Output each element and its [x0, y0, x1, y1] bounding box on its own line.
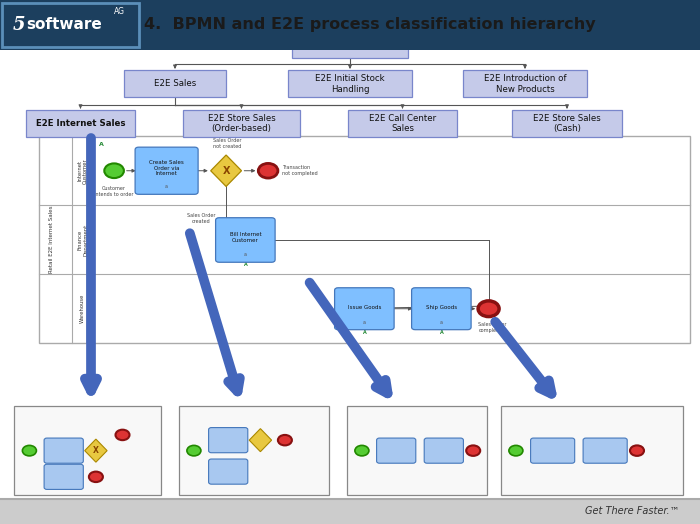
- FancyBboxPatch shape: [412, 288, 471, 330]
- FancyBboxPatch shape: [183, 110, 300, 137]
- FancyBboxPatch shape: [14, 406, 161, 495]
- FancyBboxPatch shape: [335, 288, 394, 330]
- Text: E2E Store Sales
(Cash): E2E Store Sales (Cash): [533, 114, 601, 134]
- FancyBboxPatch shape: [0, 0, 700, 50]
- Text: Get There Faster.™: Get There Faster.™: [584, 506, 679, 517]
- Circle shape: [22, 445, 36, 456]
- Polygon shape: [85, 439, 107, 462]
- FancyBboxPatch shape: [0, 499, 700, 524]
- Circle shape: [478, 301, 499, 316]
- Polygon shape: [211, 155, 241, 187]
- FancyBboxPatch shape: [44, 464, 83, 489]
- Text: software: software: [27, 17, 102, 32]
- Text: a: a: [440, 320, 443, 325]
- Circle shape: [466, 445, 480, 456]
- Circle shape: [104, 163, 124, 178]
- Circle shape: [116, 430, 130, 440]
- Circle shape: [630, 445, 644, 456]
- Text: A: A: [363, 330, 366, 335]
- Text: a: a: [244, 252, 247, 257]
- Text: X: X: [93, 446, 99, 455]
- FancyBboxPatch shape: [512, 110, 622, 137]
- FancyBboxPatch shape: [377, 438, 416, 463]
- Text: Create Sales
Order via
Internet: Create Sales Order via Internet: [149, 160, 184, 177]
- Text: AG: AG: [114, 7, 125, 16]
- Text: E2E Internet Sales: E2E Internet Sales: [36, 119, 125, 128]
- FancyBboxPatch shape: [135, 147, 198, 194]
- Text: Sales Order
not created: Sales Order not created: [214, 138, 242, 149]
- FancyBboxPatch shape: [178, 406, 329, 495]
- Text: Finance
Department: Finance Department: [77, 224, 88, 256]
- FancyBboxPatch shape: [209, 428, 248, 453]
- FancyBboxPatch shape: [124, 70, 226, 97]
- Text: E2E Scenarios: E2E Scenarios: [319, 40, 381, 49]
- Text: Retail E2E Internet Sales: Retail E2E Internet Sales: [49, 206, 55, 274]
- FancyBboxPatch shape: [288, 70, 412, 97]
- Text: E2E Sales: E2E Sales: [154, 79, 196, 89]
- Circle shape: [278, 435, 292, 445]
- FancyBboxPatch shape: [583, 438, 627, 463]
- FancyBboxPatch shape: [292, 31, 408, 58]
- Text: 4.  BPMN and E2E process classification hierarchy: 4. BPMN and E2E process classification h…: [144, 17, 595, 32]
- Text: E2E Store Sales
(Order-based): E2E Store Sales (Order-based): [208, 114, 275, 134]
- FancyBboxPatch shape: [500, 406, 682, 495]
- Circle shape: [89, 472, 103, 482]
- FancyBboxPatch shape: [531, 438, 575, 463]
- Text: Customer
intends to order: Customer intends to order: [94, 187, 134, 197]
- Circle shape: [509, 445, 523, 456]
- Text: Ship Goods: Ship Goods: [426, 304, 457, 310]
- FancyBboxPatch shape: [424, 438, 463, 463]
- Text: E2E Initial Stock
Handling: E2E Initial Stock Handling: [315, 74, 385, 94]
- Text: a: a: [165, 183, 168, 189]
- Circle shape: [187, 445, 201, 456]
- FancyBboxPatch shape: [26, 110, 135, 137]
- FancyBboxPatch shape: [209, 459, 248, 484]
- Text: A: A: [244, 263, 247, 267]
- FancyBboxPatch shape: [348, 110, 457, 137]
- Text: A: A: [99, 142, 104, 147]
- Polygon shape: [249, 429, 272, 452]
- Text: Issue Goods: Issue Goods: [348, 304, 381, 310]
- Text: Bill Internet
Customer: Bill Internet Customer: [230, 233, 261, 243]
- FancyBboxPatch shape: [44, 438, 83, 463]
- Text: Warehouse: Warehouse: [80, 294, 85, 323]
- FancyBboxPatch shape: [346, 406, 486, 495]
- Text: Transaction
not completed: Transaction not completed: [282, 166, 318, 176]
- Text: E2E Call Center
Sales: E2E Call Center Sales: [369, 114, 436, 134]
- Text: E2E Introduction of
New Products: E2E Introduction of New Products: [484, 74, 566, 94]
- FancyBboxPatch shape: [38, 136, 690, 343]
- Text: A: A: [440, 330, 443, 335]
- Text: 5: 5: [13, 16, 25, 34]
- Text: Sales Order
created: Sales Order created: [187, 213, 216, 224]
- Text: a: a: [363, 320, 366, 325]
- Circle shape: [355, 445, 369, 456]
- FancyBboxPatch shape: [216, 218, 275, 263]
- Circle shape: [258, 163, 278, 178]
- Text: A: A: [193, 185, 197, 191]
- Text: X: X: [223, 166, 230, 176]
- Text: Sales Order
completed: Sales Order completed: [478, 322, 506, 333]
- FancyBboxPatch shape: [463, 70, 587, 97]
- Text: Internet
Customer: Internet Customer: [77, 158, 88, 183]
- FancyBboxPatch shape: [2, 3, 139, 47]
